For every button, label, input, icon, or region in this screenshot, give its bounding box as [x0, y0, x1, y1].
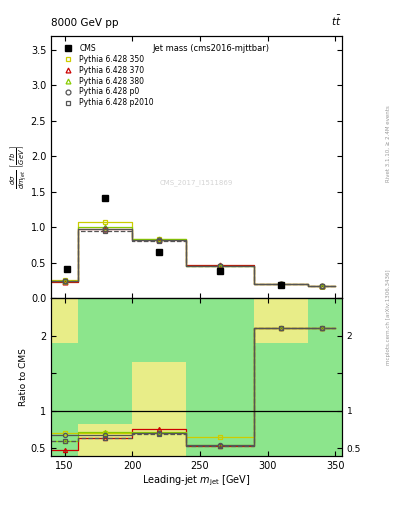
Pythia 6.428 p0: [319, 283, 324, 289]
Pythia 6.428 350: [279, 281, 283, 287]
CMS: [65, 266, 70, 272]
Pythia 6.428 p0: [218, 263, 222, 269]
Line: Pythia 6.428 p2010: Pythia 6.428 p2010: [62, 228, 324, 289]
Text: $t\bar{t}$: $t\bar{t}$: [331, 14, 342, 28]
Legend: CMS, Pythia 6.428 350, Pythia 6.428 370, Pythia 6.428 380, Pythia 6.428 p0, Pyth: CMS, Pythia 6.428 350, Pythia 6.428 370,…: [58, 42, 155, 109]
Pythia 6.428 380: [319, 283, 324, 289]
Text: mcplots.cern.ch [arXiv:1306.3436]: mcplots.cern.ch [arXiv:1306.3436]: [386, 270, 391, 365]
Y-axis label: $\frac{d\sigma}{dm_{jet}}$ $\left[\frac{fb}{GeV}\right]$: $\frac{d\sigma}{dm_{jet}}$ $\left[\frac{…: [9, 145, 29, 189]
Pythia 6.428 p0: [157, 237, 162, 243]
Pythia 6.428 p2010: [62, 278, 67, 284]
Pythia 6.428 350: [103, 219, 108, 225]
CMS: [218, 267, 222, 273]
Text: Rivet 3.1.10, ≥ 2.4M events: Rivet 3.1.10, ≥ 2.4M events: [386, 105, 391, 182]
Y-axis label: Ratio to CMS: Ratio to CMS: [19, 348, 28, 406]
Pythia 6.428 370: [319, 283, 324, 289]
Pythia 6.428 380: [103, 224, 108, 230]
Pythia 6.428 370: [157, 237, 162, 243]
Line: Pythia 6.428 p0: Pythia 6.428 p0: [62, 227, 324, 289]
Pythia 6.428 p2010: [218, 263, 222, 269]
Pythia 6.428 p0: [279, 281, 283, 287]
Pythia 6.428 p2010: [319, 283, 324, 289]
Line: CMS: CMS: [64, 195, 285, 288]
Pythia 6.428 p2010: [279, 281, 283, 287]
Text: CMS_2017_I1511869: CMS_2017_I1511869: [160, 179, 233, 186]
CMS: [157, 249, 162, 255]
Text: 8000 GeV pp: 8000 GeV pp: [51, 18, 119, 28]
Pythia 6.428 350: [218, 263, 222, 269]
Pythia 6.428 370: [62, 279, 67, 285]
Pythia 6.428 p0: [103, 226, 108, 232]
X-axis label: Leading-jet $m_{\rm jet}$ [GeV]: Leading-jet $m_{\rm jet}$ [GeV]: [142, 473, 251, 488]
Pythia 6.428 p2010: [157, 238, 162, 244]
Pythia 6.428 370: [103, 226, 108, 232]
Text: Jet mass (cms2016-mjttbar): Jet mass (cms2016-mjttbar): [152, 44, 270, 53]
Pythia 6.428 350: [62, 276, 67, 283]
Pythia 6.428 p2010: [103, 228, 108, 234]
Pythia 6.428 370: [279, 281, 283, 287]
Pythia 6.428 380: [62, 278, 67, 284]
Pythia 6.428 380: [157, 236, 162, 242]
Pythia 6.428 370: [218, 262, 222, 268]
Pythia 6.428 350: [319, 283, 324, 289]
Pythia 6.428 380: [218, 263, 222, 269]
Line: Pythia 6.428 350: Pythia 6.428 350: [62, 220, 324, 289]
CMS: [279, 282, 283, 288]
Pythia 6.428 380: [279, 281, 283, 287]
Pythia 6.428 350: [157, 237, 162, 243]
Line: Pythia 6.428 380: Pythia 6.428 380: [62, 224, 324, 289]
Line: Pythia 6.428 370: Pythia 6.428 370: [62, 227, 324, 289]
CMS: [103, 195, 108, 201]
Pythia 6.428 p0: [62, 278, 67, 284]
